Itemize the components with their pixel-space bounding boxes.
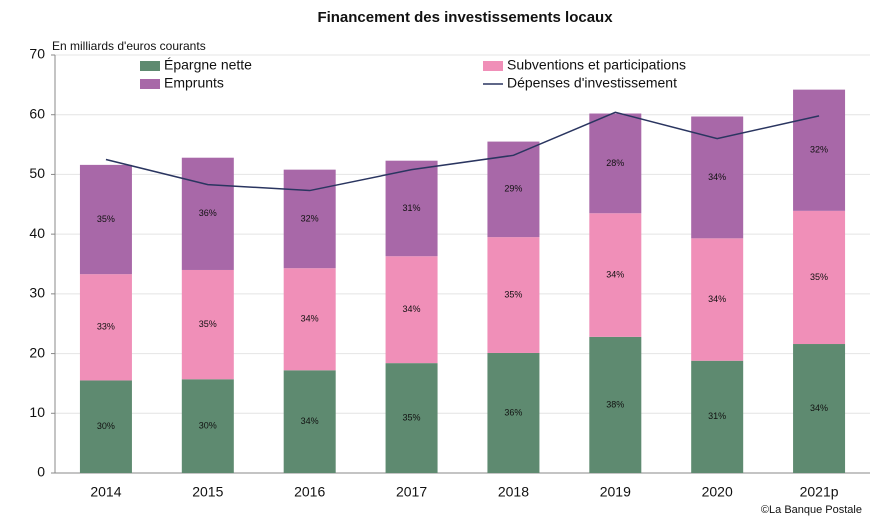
x-tick-label: 2015 — [192, 484, 223, 500]
bar-segment — [79, 274, 132, 381]
legend-swatch — [140, 79, 160, 89]
legend-label: Épargne nette — [164, 57, 252, 73]
share-label: 36% — [504, 407, 522, 417]
y-tick-label: 10 — [29, 404, 45, 420]
x-tick-label: 2018 — [498, 484, 529, 500]
share-label: 30% — [97, 421, 115, 431]
bar-segment — [283, 268, 336, 371]
share-label: 34% — [301, 416, 319, 426]
share-label: 29% — [504, 184, 522, 194]
bar-segment — [589, 336, 642, 473]
share-label: 34% — [301, 314, 319, 324]
y-axis-label: En milliards d'euros courants — [52, 39, 206, 53]
source: ©La Banque Postale — [761, 504, 862, 516]
line — [105, 111, 820, 192]
bar-segment — [487, 237, 540, 353]
share-label: 35% — [403, 412, 421, 422]
x-tick-label: 2019 — [600, 484, 631, 500]
bar-segment — [79, 380, 132, 473]
bar-segment — [793, 344, 846, 473]
share-label: 34% — [810, 403, 828, 413]
share-label: 32% — [810, 145, 828, 155]
bar-segment — [487, 352, 540, 473]
bar-segment — [181, 157, 234, 270]
share-label: 34% — [708, 294, 726, 304]
y-tick-label: 0 — [37, 464, 45, 480]
y-tick-label: 30 — [29, 285, 45, 301]
share-label: 35% — [97, 214, 115, 224]
share-label: 31% — [403, 203, 421, 213]
x-tick-label: 2017 — [396, 484, 427, 500]
share-label: 31% — [708, 411, 726, 421]
legend-swatch — [140, 61, 160, 71]
share-label: 38% — [606, 399, 624, 409]
bar-segment — [589, 113, 642, 214]
bar-segment — [181, 269, 234, 380]
bar-segment — [793, 89, 846, 211]
y-tick-label: 20 — [29, 344, 45, 360]
bar-segment — [691, 238, 744, 361]
legend-swatch — [483, 61, 503, 71]
share-label: 35% — [199, 319, 217, 329]
chart-title: Financement des investissements locaux — [317, 9, 613, 26]
x-tick-label: 2020 — [702, 484, 733, 500]
share-label: 34% — [708, 172, 726, 182]
y-tick-label: 40 — [29, 225, 45, 241]
bar-segment — [181, 379, 234, 473]
share-label: 34% — [606, 269, 624, 279]
share-label: 35% — [504, 289, 522, 299]
x-tick-label: 2016 — [294, 484, 325, 500]
share-label: 34% — [403, 304, 421, 314]
bar-segment — [691, 360, 744, 473]
share-label: 28% — [606, 158, 624, 168]
legend-label: Dépenses d'investissement — [507, 75, 677, 91]
share-label: 36% — [199, 208, 217, 218]
x-tick-label: 2014 — [90, 484, 121, 500]
bar-segment — [385, 363, 438, 473]
share-label: 35% — [810, 272, 828, 282]
y-tick-label: 60 — [29, 105, 45, 121]
bar-segment — [385, 256, 438, 364]
legend-label: Subventions et participations — [507, 57, 686, 73]
legend-label: Emprunts — [164, 75, 224, 91]
share-label: 30% — [199, 420, 217, 430]
bar-segment — [283, 169, 336, 269]
y-tick-label: 70 — [29, 46, 45, 62]
y-tick-label: 50 — [29, 165, 45, 181]
x-tick-label: 2021p — [800, 484, 839, 500]
share-label: 32% — [301, 213, 319, 223]
bar-segment — [691, 116, 744, 239]
bar-segment — [283, 370, 336, 473]
bar-segment — [385, 160, 438, 257]
bar-segment — [79, 164, 132, 275]
share-label: 33% — [97, 322, 115, 332]
bar-segment — [793, 210, 846, 345]
bar-segment — [589, 213, 642, 337]
